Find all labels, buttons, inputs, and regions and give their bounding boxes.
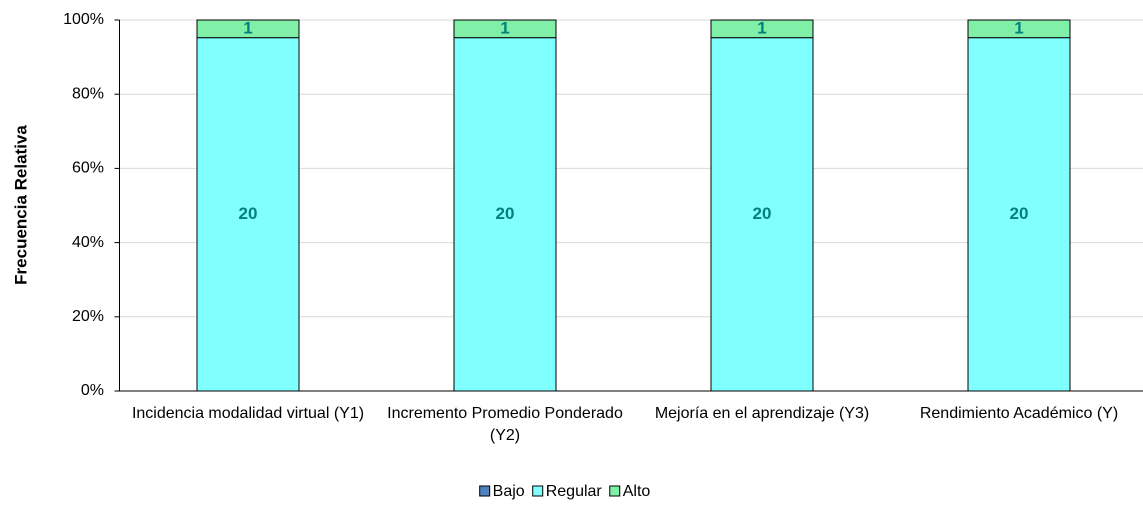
- label-line: Mejoría en el aprendizaje (Y3): [655, 405, 869, 422]
- legend-label: Regular: [546, 483, 603, 500]
- bar-segment: [196, 19, 300, 39]
- y-tick-label: 40%: [72, 234, 104, 251]
- data-label: 1: [243, 18, 252, 37]
- x-tick-label: Mejoría en el aprendizaje (Y3): [655, 405, 869, 422]
- label-line: Incremento Promedio Ponderado: [387, 405, 623, 422]
- legend-swatch: [609, 485, 621, 497]
- bar-segment: [453, 37, 557, 392]
- y-tick-label: 60%: [72, 160, 104, 177]
- bar-segment: [967, 19, 1071, 39]
- label-line: (Y2): [490, 427, 520, 444]
- y-tick-label: 100%: [63, 11, 104, 28]
- label-line: Incidencia modalidad virtual (Y1): [132, 405, 364, 422]
- data-label: 20: [753, 204, 772, 223]
- legend: Bajo Regular Alto: [479, 483, 651, 500]
- legend-label: Bajo: [493, 483, 525, 500]
- bar-segment: [453, 19, 557, 39]
- x-tick-label: Incremento Promedio Ponderado (Y2): [387, 405, 623, 444]
- data-label: 20: [239, 204, 258, 223]
- y-tick-label: 20%: [72, 308, 104, 325]
- data-label: 20: [1010, 204, 1029, 223]
- legend-swatch: [532, 485, 544, 497]
- x-tick-label: Incidencia modalidad virtual (Y1): [132, 405, 364, 422]
- data-label: 20: [496, 204, 515, 223]
- data-label: 1: [757, 18, 766, 37]
- data-label: 1: [500, 18, 509, 37]
- bar-segment: [196, 37, 300, 392]
- y-tick-label: 80%: [72, 85, 104, 102]
- bar-segment: [967, 37, 1071, 392]
- y-tick-label: 0%: [81, 382, 104, 399]
- bar-segment: [710, 19, 814, 39]
- legend-label: Alto: [623, 483, 651, 500]
- y-axis-title: Frecuencia Relativa: [11, 125, 30, 285]
- x-tick-label: Rendimiento Académico (Y): [920, 405, 1118, 422]
- label-line: Rendimiento Académico (Y): [920, 405, 1118, 422]
- data-label: 1: [1014, 18, 1023, 37]
- legend-swatch: [479, 485, 491, 497]
